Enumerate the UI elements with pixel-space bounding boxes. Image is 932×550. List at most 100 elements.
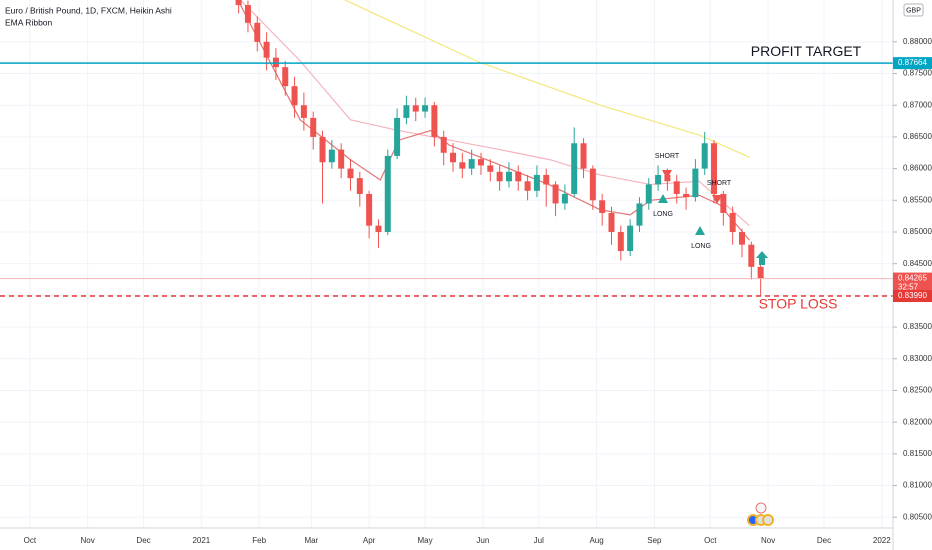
candle-body bbox=[412, 105, 419, 112]
event-icons[interactable] bbox=[747, 502, 774, 526]
candle-body bbox=[263, 41, 270, 58]
x-tick-label: Nov bbox=[761, 536, 775, 545]
ema-line bbox=[240, 0, 750, 227]
candle-body bbox=[235, 0, 242, 6]
indicator-name: EMA Ribbon bbox=[5, 17, 53, 27]
candle-body bbox=[291, 86, 298, 106]
candle-body bbox=[403, 105, 410, 118]
x-tick-label: Jul bbox=[534, 536, 544, 545]
candle-body bbox=[319, 136, 326, 163]
y-tick-label: 0.86000 bbox=[903, 164, 932, 173]
y-tick-label: 0.80500 bbox=[903, 512, 932, 521]
annotation-text: LONG bbox=[691, 243, 711, 250]
y-tick-label: 0.83000 bbox=[903, 354, 932, 363]
y-tick-label: 0.81500 bbox=[903, 449, 932, 458]
currency-box[interactable] bbox=[903, 3, 924, 17]
short-marker bbox=[662, 170, 672, 179]
stop-loss-label: STOP LOSS bbox=[759, 296, 838, 312]
candle-body bbox=[496, 171, 503, 182]
price-tag bbox=[893, 57, 932, 70]
candle-body bbox=[757, 266, 764, 279]
price-tag-label: 0.83990 bbox=[898, 291, 927, 300]
y-tick-label: 0.81000 bbox=[903, 481, 932, 490]
x-tick-label: Apr bbox=[363, 536, 376, 545]
candle-body bbox=[310, 117, 317, 137]
candle-body bbox=[524, 181, 531, 191]
candle-body bbox=[440, 136, 447, 153]
currency[interactable]: GBP bbox=[906, 7, 921, 14]
candle-body bbox=[468, 159, 475, 169]
price-tag bbox=[893, 272, 932, 294]
ema-line bbox=[239, 4, 750, 241]
y-tick-label: 0.87500 bbox=[903, 69, 932, 78]
long-marker bbox=[658, 194, 668, 203]
candle-body bbox=[701, 143, 708, 169]
x-tick-label: Mar bbox=[304, 536, 318, 545]
x-tick-label: Feb bbox=[252, 536, 266, 545]
x-tick-label: Dec bbox=[817, 536, 831, 545]
candle-body bbox=[673, 181, 680, 194]
x-tick-label: Oct bbox=[704, 536, 717, 545]
candle-body bbox=[450, 152, 457, 163]
candle-body bbox=[347, 168, 354, 179]
candle-body bbox=[487, 165, 494, 172]
candle-body bbox=[254, 22, 261, 42]
countdown: 32:57 bbox=[898, 283, 919, 292]
price-tag-label: 0.87664 bbox=[898, 58, 927, 67]
x-tick-label: Dec bbox=[136, 536, 150, 545]
candle-body bbox=[627, 225, 634, 252]
candle-body bbox=[244, 5, 251, 23]
profit-target-label: PROFIT TARGET bbox=[751, 43, 862, 59]
candle-body bbox=[356, 178, 363, 194]
x-tick-label: May bbox=[417, 536, 432, 545]
up-arrow bbox=[756, 251, 768, 265]
candle-body bbox=[608, 212, 615, 232]
candle-body bbox=[328, 149, 335, 163]
event-icon[interactable] bbox=[755, 502, 767, 514]
candle-body bbox=[748, 244, 755, 267]
x-tick-label: Sep bbox=[647, 536, 662, 545]
x-tick-label: Jun bbox=[476, 536, 489, 545]
candle-body bbox=[300, 105, 307, 118]
x-tick-label: Oct bbox=[24, 536, 37, 545]
candle-body bbox=[515, 171, 522, 182]
candle-body bbox=[282, 67, 289, 87]
y-tick-label: 0.88000 bbox=[903, 37, 932, 46]
x-tick-label: 2022 bbox=[873, 536, 891, 545]
event-icon[interactable] bbox=[762, 514, 774, 526]
candle-body bbox=[645, 184, 652, 204]
candle-body bbox=[692, 168, 699, 198]
candle-body bbox=[375, 225, 382, 232]
y-tick-label: 0.83500 bbox=[903, 322, 932, 331]
candle-body bbox=[505, 171, 512, 182]
y-tick-label: 0.85500 bbox=[903, 195, 932, 204]
annotation-text: LONG bbox=[653, 211, 673, 218]
candle-body bbox=[738, 231, 745, 245]
candle-body bbox=[655, 174, 662, 185]
y-tick-label: 0.84500 bbox=[903, 259, 932, 268]
annotation-text: SHORT bbox=[707, 180, 732, 187]
annotations: SHORT LONG LONG SHORT bbox=[653, 153, 768, 265]
candle-body bbox=[729, 212, 736, 232]
annotation-text: SHORT bbox=[655, 153, 680, 160]
plot-area bbox=[0, 0, 893, 297]
candle-body bbox=[422, 105, 429, 112]
candle-body bbox=[711, 143, 718, 194]
y-tick-label: 0.82000 bbox=[903, 417, 932, 426]
candle-body bbox=[543, 174, 550, 185]
long-marker bbox=[695, 226, 705, 235]
candle-body bbox=[338, 149, 345, 169]
candle-body bbox=[720, 193, 727, 213]
candle-body bbox=[636, 203, 643, 226]
candle-body bbox=[552, 184, 559, 204]
y-tick-label: 0.87000 bbox=[903, 100, 932, 109]
candle-body bbox=[431, 105, 438, 137]
x-tick-label: 2021 bbox=[192, 536, 210, 545]
candle-body bbox=[384, 155, 391, 232]
ema-line bbox=[344, 0, 750, 158]
candle-body bbox=[589, 168, 596, 201]
candle-body bbox=[617, 231, 624, 252]
y-tick-label: 0.82500 bbox=[903, 386, 932, 395]
